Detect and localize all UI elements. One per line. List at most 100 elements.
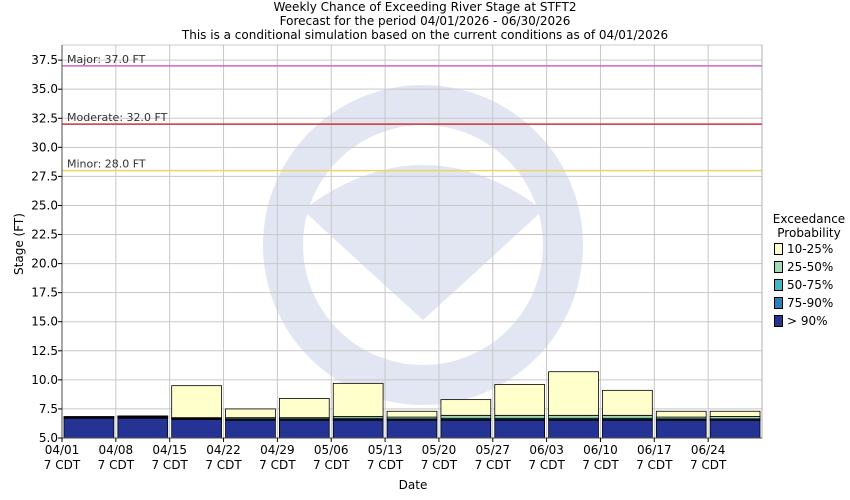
bar-04-15-0 <box>171 418 222 439</box>
y-tick-label-5: 17.5 <box>31 286 58 300</box>
bar-05-06-4 <box>332 382 384 417</box>
y-tick-label-3: 12.5 <box>31 344 58 358</box>
legend-label-25-50: 25-50% <box>787 260 834 274</box>
bar-05-06-0 <box>332 420 384 439</box>
y-tick-label-0: 5.0 <box>39 431 58 445</box>
axes <box>61 44 763 439</box>
x-tick-label-11: 06/17 <box>637 443 672 457</box>
x-tick-label-12: 06/24 <box>691 443 726 457</box>
x-tick-sublabel-6: 7 CDT <box>367 458 404 472</box>
bar-04-29-0 <box>278 420 330 439</box>
bar-05-27-4 <box>494 384 546 416</box>
y-tick-label-4: 15.0 <box>31 315 58 329</box>
bar-05-13-4 <box>386 410 438 418</box>
bar-05-27-0 <box>494 420 546 439</box>
legend-item-50-75: 50-75% <box>768 276 850 294</box>
legend-label-10-25: 10-25% <box>787 242 834 256</box>
bar-06-10-3 <box>602 414 653 419</box>
x-tick-label-2: 04/15 <box>152 443 187 457</box>
x-tick-sublabel-5: 7 CDT <box>313 458 350 472</box>
legend-swatch-gt-90 <box>774 315 783 327</box>
x-tick-sublabel-3: 7 CDT <box>205 458 242 472</box>
y-tick-label-9: 27.5 <box>31 169 58 183</box>
bar-06-10-0 <box>602 420 653 439</box>
bar-group <box>63 371 761 439</box>
y-tick-label-12: 35.0 <box>31 82 58 96</box>
legend-swatch-10-25 <box>774 243 783 255</box>
y-tick-label-6: 20.0 <box>31 257 58 271</box>
threshold-label-0: Major: 37.0 FT <box>67 53 146 66</box>
x-tick-label-5: 05/06 <box>314 443 349 457</box>
x-tick-label-8: 05/27 <box>475 443 510 457</box>
x-tick-sublabel-7: 7 CDT <box>421 458 458 472</box>
x-tick-label-7: 05/20 <box>422 443 457 457</box>
bar-04-01-0 <box>63 417 115 439</box>
y-tick-label-7: 22.5 <box>31 228 58 242</box>
legend: Exceedance Probability 10-25% 25-50% 50-… <box>768 212 850 330</box>
threshold-lines: Major: 37.0 FT Moderate: 32.0 FT Minor: 28… <box>62 53 762 172</box>
x-tick-sublabel-8: 7 CDT <box>475 458 512 472</box>
chart-subtitle-condition: This is a conditional simulation based o… <box>181 28 669 42</box>
legend-label-75-90: 75-90% <box>787 296 834 310</box>
y-tick-label-2: 10.0 <box>31 373 58 387</box>
legend-label-50-75: 50-75% <box>787 278 834 292</box>
chart-title-block: Weekly Chance of Exceeding River Stage a… <box>0 0 850 42</box>
bar-06-17-0 <box>655 420 707 439</box>
y-axis-label: Stage (FT) <box>12 213 26 275</box>
bar-05-20-3 <box>440 414 492 419</box>
x-tick-sublabel-10: 7 CDT <box>582 458 619 472</box>
legend-swatch-50-75 <box>774 279 783 291</box>
threshold-label-1: Moderate: 32.0 FT <box>67 111 168 124</box>
legend-item-10-25: 10-25% <box>768 240 850 258</box>
noaa-watermark-logo <box>263 85 583 405</box>
chart-subtitle-period: Forecast for the period 04/01/2026 - 06/… <box>279 14 571 28</box>
x-tick-sublabel-4: 7 CDT <box>259 458 296 472</box>
legend-item-gt-90: > 90% <box>768 312 850 330</box>
legend-title-1: Exceedance <box>772 212 846 226</box>
bar-06-24-0 <box>709 420 761 439</box>
x-tick-sublabel-11: 7 CDT <box>636 458 673 472</box>
x-tick-sublabel-1: 7 CDT <box>98 458 135 472</box>
y-tick-labels: 5.0 7.5 10.0 12.5 15.0 17.5 20.0 22.5 25.0 27.5 30… <box>31 53 62 445</box>
plot-frame <box>61 44 763 439</box>
bar-06-03-0 <box>548 420 599 439</box>
x-tick-sublabel-12: 7 CDT <box>690 458 727 472</box>
bar-06-24-4 <box>709 410 761 417</box>
legend-swatch-25-50 <box>774 261 783 273</box>
legend-item-25-50: 25-50% <box>768 258 850 276</box>
x-tick-label-0: 04/01 <box>45 443 80 457</box>
bar-04-08-0 <box>117 417 169 439</box>
bar-04-15-4 <box>171 385 222 419</box>
bar-06-03-4 <box>548 371 599 416</box>
x-tick-label-3: 04/22 <box>206 443 241 457</box>
bar-06-17-4 <box>655 410 707 418</box>
threshold-label-2: Minor: 28.0 FT <box>67 158 146 171</box>
chart-title: Weekly Chance of Exceeding River Stage a… <box>273 0 577 14</box>
y-tick-label-8: 25.0 <box>31 198 58 212</box>
y-tick-label-13: 37.5 <box>31 53 58 67</box>
x-tick-label-4: 04/29 <box>260 443 295 457</box>
bar-05-20-4 <box>440 399 492 416</box>
legend-swatch-75-90 <box>774 297 783 309</box>
x-axis-label: Date <box>398 478 428 492</box>
x-tick-sublabel-2: 7 CDT <box>151 458 188 472</box>
x-tick-label-1: 04/08 <box>99 443 134 457</box>
bar-06-10-4 <box>602 389 653 416</box>
legend-label-gt-90: > 90% <box>787 314 828 328</box>
bar-04-22-4 <box>225 408 276 419</box>
bar-04-01-4 <box>63 416 115 418</box>
x-tick-sublabel-0: 7 CDT <box>44 458 81 472</box>
bar-05-13-0 <box>386 420 438 439</box>
bar-05-27-3 <box>494 414 546 419</box>
legend-title-2: Probability <box>777 226 841 240</box>
bar-04-08-4 <box>117 415 169 417</box>
bar-05-20-0 <box>440 420 492 439</box>
x-tick-label-9: 06/03 <box>529 443 564 457</box>
bar-04-22-0 <box>225 420 276 439</box>
x-tick-sublabel-9: 7 CDT <box>528 458 565 472</box>
y-tick-label-1: 7.5 <box>39 402 58 416</box>
bar-06-03-3 <box>548 414 599 419</box>
y-tick-label-10: 30.0 <box>31 140 58 154</box>
x-tick-label-10: 06/10 <box>583 443 618 457</box>
